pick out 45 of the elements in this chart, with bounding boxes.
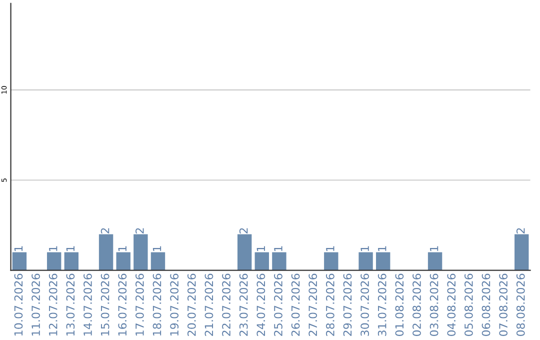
x-tick-label: 30.07.2026 — [360, 274, 369, 336]
data-label: 2 — [239, 228, 248, 234]
data-label: 1 — [118, 246, 126, 252]
data-label: 1 — [326, 246, 334, 252]
x-tick-label: 21.07.2026 — [204, 274, 214, 336]
x-tick-label: 18.07.2026 — [152, 274, 162, 336]
data-label: 1 — [274, 246, 282, 252]
x-tick-label: 26.07.2026 — [291, 274, 300, 336]
x-tick-label: 06.08.2026 — [482, 274, 490, 336]
x-tick-label: 31.07.2026 — [378, 274, 386, 336]
x-tick-label: 13.07.2026 — [66, 274, 75, 336]
data-label: 1 — [14, 246, 23, 252]
x-tick-label: 03.08.2026 — [430, 274, 438, 336]
x-tick-label: 01.08.2026 — [395, 274, 404, 336]
x-tick-label: 27.07.2026 — [308, 274, 318, 336]
x-tick-label: 16.07.2026 — [118, 274, 127, 336]
data-label: 1 — [360, 246, 369, 252]
x-tick-label: 07.08.2026 — [499, 274, 508, 336]
x-tick-label: 22.07.2026 — [222, 274, 230, 336]
x-tick-label: 11.07.2026 — [32, 274, 40, 336]
x-tick-label: 17.07.2026 — [135, 274, 144, 336]
x-tick-label: 25.07.2026 — [274, 274, 282, 336]
x-tick-label: 08.08.2026 — [516, 274, 525, 336]
x-tick-label: 20.07.2026 — [187, 274, 196, 336]
x-tick-label: 28.07.2026 — [326, 274, 334, 336]
x-tick-label: 14.07.2026 — [84, 274, 92, 336]
x-tick-label: 29.07.2026 — [343, 274, 352, 336]
data-label: 1 — [49, 246, 58, 252]
data-label: 1 — [66, 246, 74, 252]
x-tick-label: 02.08.2026 — [412, 274, 421, 336]
data-label: 1 — [256, 246, 265, 252]
x-tick-label: 04.08.2026 — [447, 274, 456, 336]
data-label: 1 — [378, 246, 386, 252]
data-label: 1 — [430, 246, 438, 252]
x-tick-label: 15.07.2026 — [100, 274, 110, 336]
x-tick-label: 19.07.2026 — [170, 274, 179, 336]
x-tick-label: 24.07.2026 — [256, 274, 266, 336]
data-label: 2 — [135, 228, 144, 234]
x-tick-label: 12.07.2026 — [48, 274, 58, 336]
data-label: 1 — [152, 246, 162, 252]
data-label: 2 — [516, 228, 525, 234]
data-label: 2 — [100, 228, 110, 234]
x-tick-label: 05.08.2026 — [464, 274, 473, 336]
x-tick-label: 10.07.2026 — [14, 274, 23, 336]
x-tick-label: 23.07.2026 — [239, 274, 248, 336]
